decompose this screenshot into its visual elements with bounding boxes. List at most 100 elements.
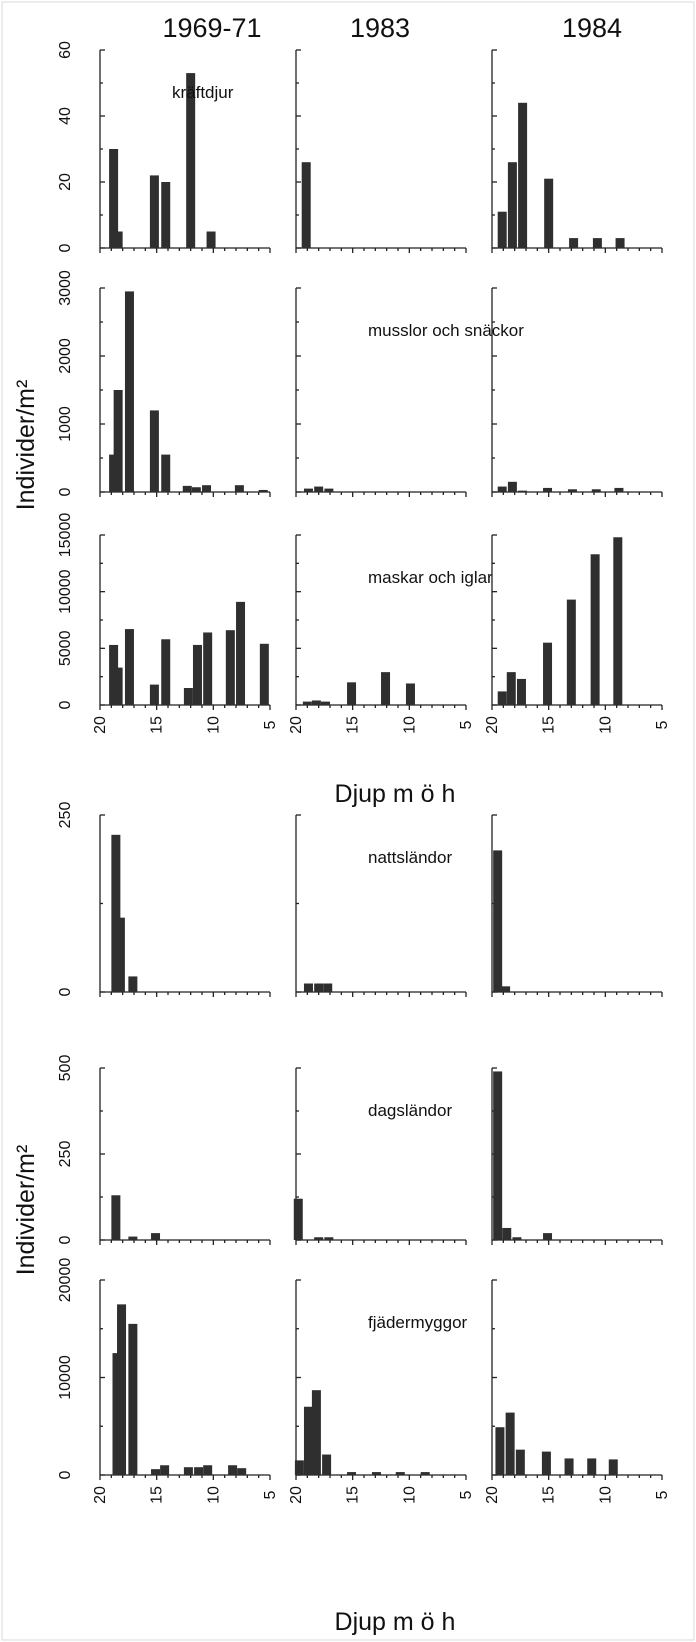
x-tick-label: 10 [401,1486,418,1504]
x-tick-label: 5 [262,1490,279,1499]
y-tick-label: 0 [57,1470,74,1479]
panel-r3-c2 [491,814,663,997]
x-tick-label: 5 [654,1490,671,1499]
bar [124,291,134,492]
bar [497,691,507,705]
bar [182,485,192,492]
panel-r2-c2: 20 15 10 5 [484,534,671,734]
panel-r4-c0: 0 250 500 [57,1055,271,1245]
y-tick-label: 10000 [57,1355,74,1400]
bar [322,1454,332,1475]
bar [259,643,269,705]
bar [183,688,193,705]
panel-title: maskar och iglar [368,568,493,587]
y-tick-label: 40 [57,107,74,125]
x-tick-label: 20 [288,1486,305,1504]
x-tick-label: 20 [288,716,305,734]
bar [183,1467,193,1475]
bar [497,211,507,248]
y-axis-label-upper: Individer/m² [12,380,40,511]
bar [502,1227,512,1240]
bar [109,454,119,492]
panel-r4-c1: dagsländor [293,1067,467,1245]
bar [501,986,511,992]
panel-title: dagsländor [368,1101,452,1120]
bar [420,1472,430,1475]
bar [314,1237,324,1240]
bar [515,1449,525,1475]
bar [495,1427,505,1475]
bar [236,601,246,705]
panel-r5-c1: 20 15 10 5 fjädermyggor [288,1279,475,1504]
bar [543,487,553,492]
panel-r0-c1 [295,49,467,253]
bar [371,1472,381,1475]
bar [566,599,576,705]
bar [303,1406,313,1475]
y-tick-label: 10000 [57,569,74,614]
bar [124,629,134,705]
bar [160,1465,170,1475]
x-tick-label: 15 [345,716,362,734]
bar [149,684,159,705]
y-axis-label-lower: Individer/m² [12,1145,40,1276]
x-tick-label: 10 [205,716,222,734]
bar [590,554,600,705]
bar [128,976,138,992]
bar [314,486,324,492]
bar [203,632,213,705]
panel-r0-c0: 0 20 40 60 kräftdjur [57,41,271,253]
bar [592,238,602,248]
panel-r1-c2 [491,287,663,497]
y-tick-label: 20000 [57,1258,74,1303]
bar [206,231,216,248]
y-tick-label: 0 [57,487,74,496]
y-tick-label: 250 [57,802,74,829]
bar [497,486,507,492]
panel-title: musslor och snäckor [368,321,524,340]
bar [506,672,516,705]
bar [516,678,526,705]
x-tick-label: 5 [654,720,671,729]
panel-r2-c0: 0 5000 10000 15000 20 15 10 5 [57,513,279,734]
bar [194,1467,204,1475]
x-tick-label: 20 [92,716,109,734]
bar [311,1390,321,1475]
bar [564,1458,574,1475]
bar [228,1465,238,1475]
bar [347,682,357,705]
bar [161,639,171,705]
y-tick-label: 20 [57,173,74,191]
bar [237,1468,247,1475]
y-tick-label: 0 [57,987,74,996]
bar [111,834,121,992]
column-title-1984: 1984 [562,13,622,43]
panel-title: kräftdjur [172,83,234,102]
bar [293,1198,303,1240]
bar [111,1195,121,1240]
bar [405,683,415,705]
bar [303,488,313,492]
x-tick-label: 10 [205,1486,222,1504]
x-tick-label: 15 [345,1486,362,1504]
bar [151,1233,161,1240]
bar [115,917,125,992]
panel-r1-c1: musslor och snäckor [295,287,524,497]
y-tick-label: 0 [57,700,74,709]
panel-r0-c2 [491,49,663,253]
y-tick-label: 60 [57,41,74,59]
x-tick-label: 10 [597,716,614,734]
y-tick-label: 250 [57,1141,74,1168]
bar [493,850,503,992]
bar [113,390,123,492]
bar [192,644,202,705]
bar [324,1237,334,1240]
bar [202,485,212,492]
x-axis-label-upper: Djup m ö h [335,780,456,808]
bar [324,488,334,492]
bar [113,667,123,705]
y-tick-label: 3000 [57,270,74,306]
panel-r1-c0: 0 1000 2000 3000 [57,270,271,497]
